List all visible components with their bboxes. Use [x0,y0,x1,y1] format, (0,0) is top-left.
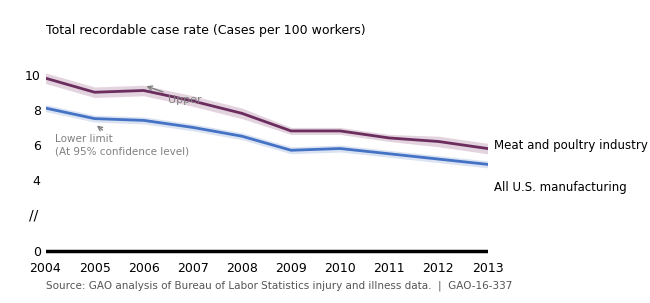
Text: Lower limit
(At 95% confidence level): Lower limit (At 95% confidence level) [55,127,189,156]
Text: Total recordable case rate (Cases per 100 workers): Total recordable case rate (Cases per 10… [46,24,365,37]
Text: Meat and poultry industry: Meat and poultry industry [494,139,648,152]
Text: Upper: Upper [148,86,202,105]
Text: Source: GAO analysis of Bureau of Labor Statistics injury and illness data.  |  : Source: GAO analysis of Bureau of Labor … [46,280,512,291]
Text: All U.S. manufacturing: All U.S. manufacturing [494,181,627,194]
Text: //: // [29,208,38,222]
